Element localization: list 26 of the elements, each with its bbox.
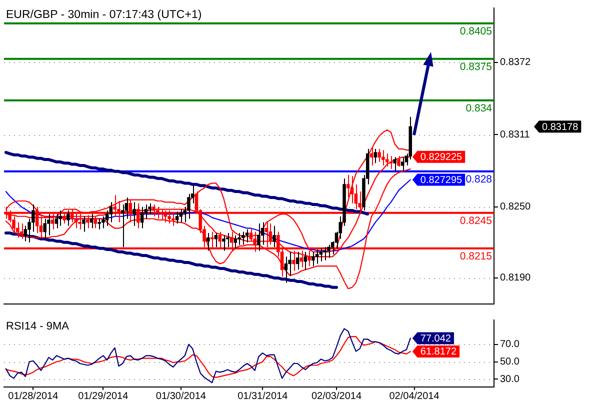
x-tick-label: 02/03/2014 (311, 390, 362, 400)
y-tick-label: 50.0 (500, 356, 520, 368)
y-tick-label: 30.0 (500, 374, 520, 385)
chart-title: EUR/GBP - 30min - 07:17:43 (UTC+1) (6, 8, 202, 21)
data-label: 0.829225 (420, 152, 463, 164)
chart-title: RSI14 - 9MA (6, 320, 70, 333)
ref-line-label: 0.8375 (460, 61, 492, 74)
ref-line-label: 0.828 (466, 174, 492, 186)
y-tick-label: 0.8311 (500, 129, 530, 140)
y-tick-label: 0.8250 (500, 202, 532, 213)
x-tick-label: 02/04/2014 (389, 390, 440, 400)
x-tick-label: 01/29/2014 (78, 390, 129, 400)
ref-line-label: 0.834 (466, 102, 492, 114)
y-tick-label: 70.0 (500, 339, 520, 350)
x-tick-label: 01/30/2014 (156, 390, 206, 400)
y-tick-label: 0.8372 (500, 57, 532, 68)
x-tick-label: 01/28/2014 (8, 390, 59, 400)
ref-line-label: 0.8245 (460, 214, 492, 227)
ref-line-label: 0.8215 (460, 250, 492, 262)
y-tick-label: 0.8190 (500, 272, 532, 284)
ref-line-label: 0.8405 (460, 26, 492, 38)
x-tick-label: 01/31/2014 (238, 390, 288, 400)
data-label: 61.8172 (420, 346, 457, 358)
data-label: 77.042 (420, 333, 452, 344)
text: 0.83178 (542, 122, 579, 133)
data-label: 0.827295 (420, 174, 463, 186)
